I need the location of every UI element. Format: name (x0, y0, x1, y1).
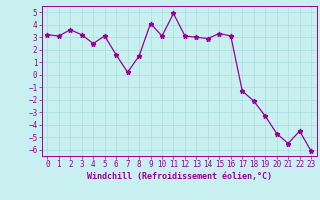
X-axis label: Windchill (Refroidissement éolien,°C): Windchill (Refroidissement éolien,°C) (87, 172, 272, 181)
